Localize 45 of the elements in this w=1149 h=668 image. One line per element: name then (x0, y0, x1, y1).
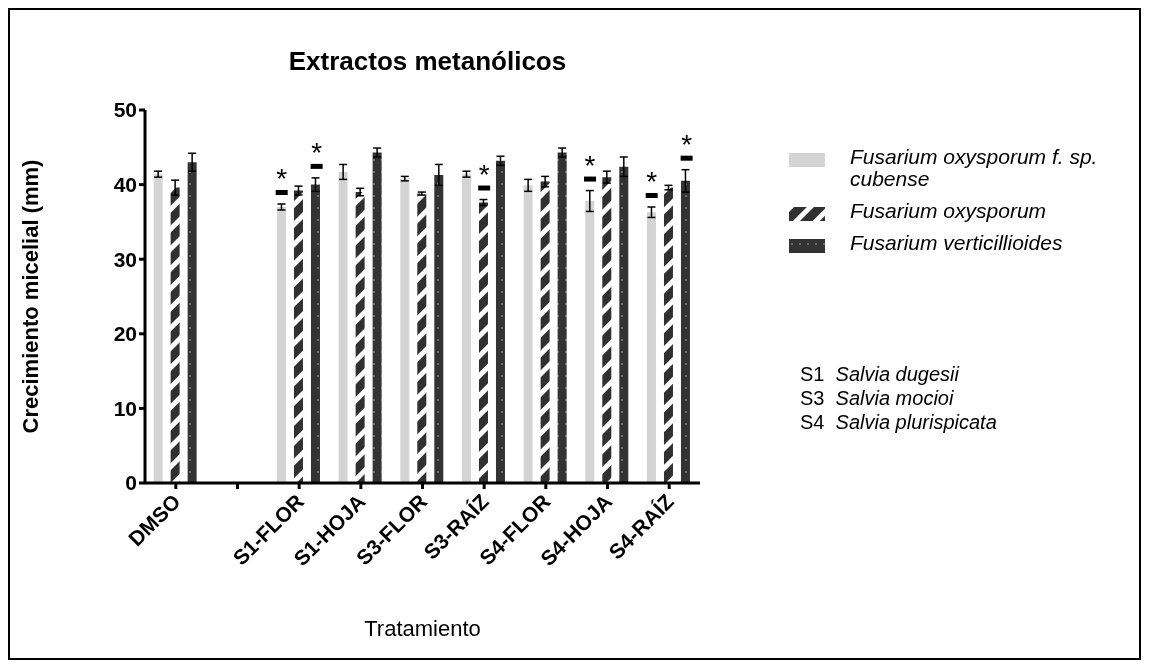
bar (434, 174, 444, 483)
y-tick-label: 20 (113, 322, 137, 346)
bar (355, 192, 365, 483)
y-tick-label: 30 (113, 247, 137, 271)
chart-title: Extractos metanólicos (287, 46, 568, 77)
text: S4 Salvia plurispicata (800, 411, 997, 433)
text: S1 Salvia dugesii (800, 363, 959, 385)
bar (338, 171, 348, 483)
bar (646, 212, 656, 483)
bar (557, 152, 567, 483)
y-tick-label: 10 (113, 396, 137, 420)
bar (478, 202, 488, 483)
legend-label: Fusarium oxysporum (850, 199, 1048, 222)
text: S3 Salvia mocioi (800, 387, 954, 409)
bar (400, 178, 410, 483)
y-tick-label: 50 (113, 98, 137, 122)
y-tick-label: 40 (113, 173, 137, 197)
legend-label: Fusarium verticillioides (850, 231, 1064, 254)
significance-mark: * (645, 166, 658, 198)
bar (619, 166, 629, 483)
bar (187, 162, 197, 483)
legend-label: Fusarium oxysporum f. sp. cubense (850, 145, 1099, 190)
bar (293, 190, 303, 483)
bar (153, 174, 163, 483)
bar (372, 152, 382, 483)
bar (663, 187, 673, 483)
bar (170, 187, 180, 483)
significance-mark: * (478, 158, 491, 191)
y-axis-title: Crecimiento micelial (mm) (17, 159, 43, 434)
significance-mark: * (310, 136, 323, 169)
bar (680, 180, 690, 483)
bar (523, 185, 533, 483)
bar (585, 201, 595, 483)
bar (461, 174, 471, 483)
significance-mark: * (275, 163, 288, 195)
bar (417, 193, 427, 483)
bar (540, 181, 550, 483)
y-tick-label: 0 (125, 471, 137, 495)
significance-mark: * (680, 128, 693, 161)
bar (276, 206, 286, 483)
bar (495, 160, 505, 483)
bar (602, 177, 612, 483)
significance-mark: * (584, 149, 597, 182)
bar (310, 184, 320, 483)
x-axis-title: Tratamiento (364, 616, 481, 641)
